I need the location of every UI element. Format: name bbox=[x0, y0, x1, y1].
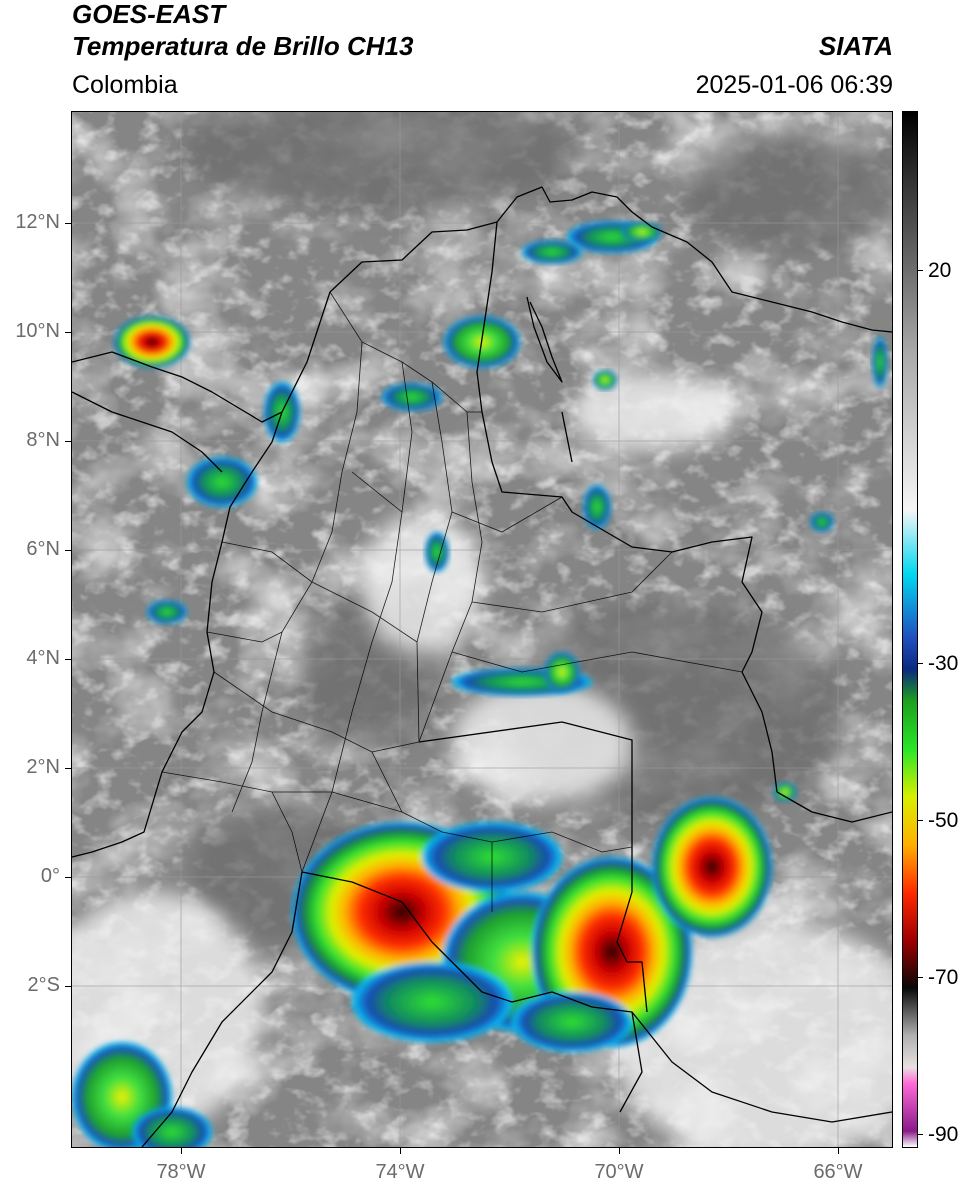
lat-label-2s: 2°S bbox=[27, 974, 60, 996]
colorbar-tick bbox=[917, 1134, 923, 1135]
lat-label-4n: 4°N bbox=[26, 647, 60, 669]
lat-tick bbox=[65, 441, 71, 442]
lat-label-10n: 10°N bbox=[15, 320, 60, 342]
lon-label-70w: 70°W bbox=[594, 1161, 644, 1183]
datetime-label: 2025-01-06 06:39 bbox=[695, 71, 893, 99]
colorbar-tick bbox=[917, 820, 923, 821]
lat-tick bbox=[65, 332, 71, 333]
lon-tick bbox=[838, 1148, 839, 1154]
lat-label-2n: 2°N bbox=[26, 756, 60, 778]
lat-tick bbox=[65, 986, 71, 987]
source-label: SIATA bbox=[818, 31, 893, 61]
satellite-map bbox=[71, 111, 893, 1148]
lon-label-74w: 74°W bbox=[375, 1161, 425, 1183]
lat-tick bbox=[65, 550, 71, 551]
lat-label-8n: 8°N bbox=[26, 429, 60, 451]
colorbar-label-minus50: -50 bbox=[928, 809, 959, 832]
lat-tick bbox=[65, 659, 71, 660]
colorbar-label-minus30: -30 bbox=[928, 652, 959, 675]
lat-tick bbox=[65, 223, 71, 224]
region-label: Colombia bbox=[72, 71, 178, 99]
colorbar-label-minus70: -70 bbox=[928, 966, 959, 989]
temperature-colorbar bbox=[902, 111, 918, 1148]
colorbar-label-20: 20 bbox=[928, 259, 952, 282]
lat-label-0: 0° bbox=[40, 865, 60, 887]
department-borders bbox=[161, 291, 743, 912]
lon-label-66w: 66°W bbox=[813, 1161, 863, 1183]
colorbar-tick bbox=[917, 270, 923, 271]
lat-label-6n: 6°N bbox=[26, 538, 60, 560]
colorbar-label-minus90: -90 bbox=[928, 1123, 959, 1146]
lon-tick bbox=[619, 1148, 620, 1154]
lon-tick bbox=[400, 1148, 401, 1154]
satellite-title: GOES-EAST bbox=[72, 0, 226, 29]
product-title: Temperatura de Brillo CH13 bbox=[72, 31, 414, 61]
lat-tick bbox=[65, 877, 71, 878]
lon-label-78w: 78°W bbox=[156, 1161, 206, 1183]
lon-tick bbox=[181, 1148, 182, 1154]
colorbar-tick bbox=[917, 663, 923, 664]
lat-tick bbox=[65, 768, 71, 769]
colorbar-tick bbox=[917, 977, 923, 978]
lat-label-12n: 12°N bbox=[15, 211, 60, 233]
